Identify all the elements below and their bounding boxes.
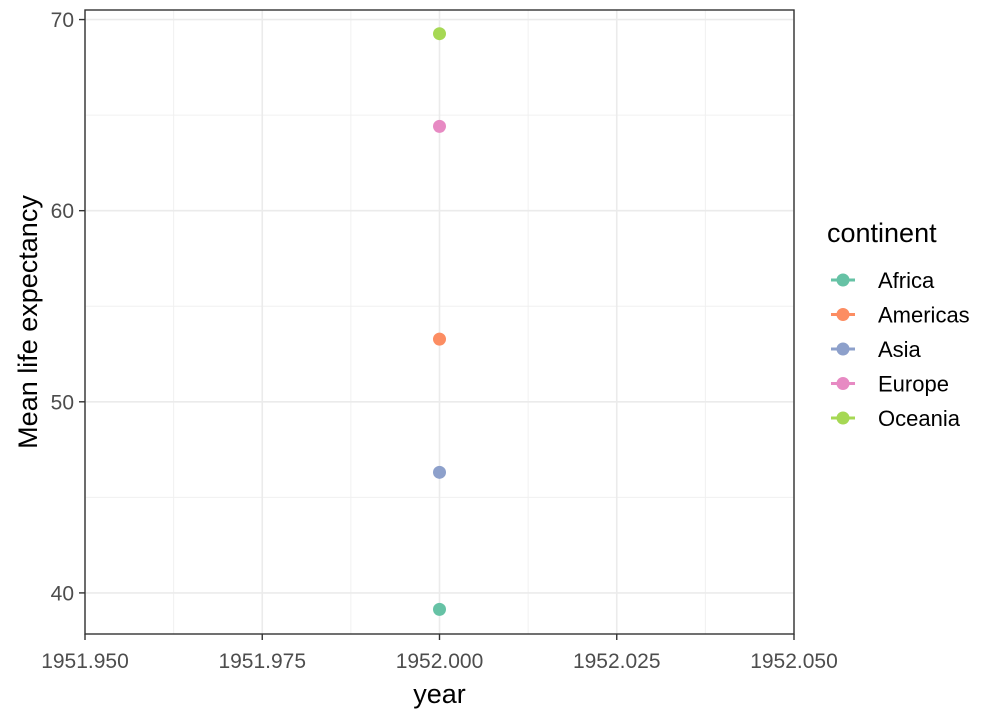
data-point-europe [433,119,446,133]
legend-key-point-americas [836,308,850,321]
y-tick-label: 50 [51,391,74,414]
y-axis-title: Mean life expectancy [13,195,43,449]
x-axis: 1951.950 1951.975 1952.000 1952.025 1952.050 [41,634,838,673]
data-point-africa [433,602,446,616]
x-tick-label: 1952.050 [750,650,838,673]
x-tick-label: 1952.000 [396,650,484,673]
legend-key-point-oceania [836,411,850,425]
legend-label-africa: Africa [878,268,935,293]
x-tick-label: 1951.975 [218,650,306,673]
data-point-americas [433,332,446,346]
legend-label-americas: Americas [878,303,970,328]
legend-key-point-asia [836,342,850,356]
y-axis: 40 50 60 70 [51,9,85,605]
x-axis-title: year [413,679,466,709]
legend-title: continent [827,218,937,248]
legend-label-oceania: Oceania [878,406,961,431]
y-tick-label: 70 [51,9,74,32]
data-points [433,27,446,616]
y-tick-label: 60 [51,200,74,223]
legend-label-europe: Europe [878,372,949,397]
x-tick-label: 1951.950 [41,650,129,673]
legend: continent Africa Americas Asia Europe Oceani… [827,218,970,431]
data-point-oceania [433,27,446,41]
y-tick-label: 40 [51,582,74,605]
legend-key-point-africa [836,273,850,287]
x-tick-label: 1952.025 [573,650,661,673]
legend-key-point-europe [836,377,850,390]
legend-label-asia: Asia [878,337,922,362]
data-point-asia [433,465,446,479]
